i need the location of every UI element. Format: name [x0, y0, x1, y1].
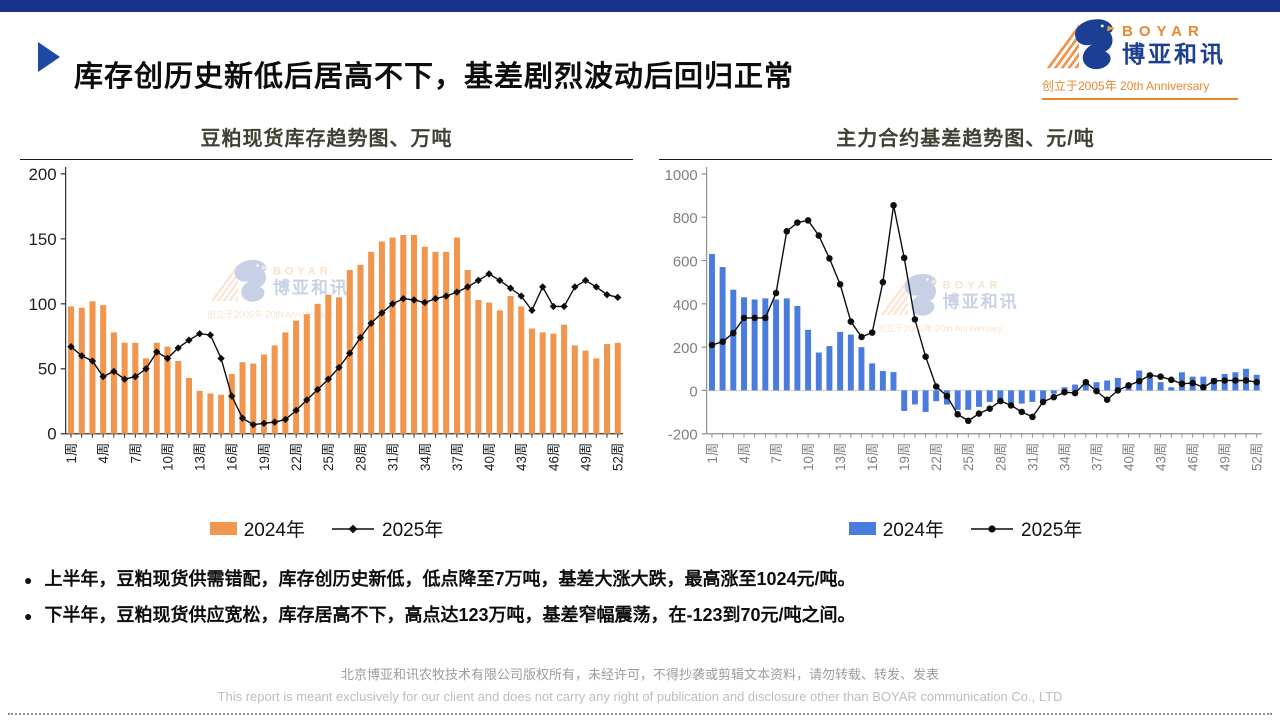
svg-text:43周: 43周: [514, 443, 529, 471]
svg-text:40周: 40周: [1122, 443, 1137, 471]
svg-text:49周: 49周: [579, 443, 594, 471]
title-arrow-icon: [38, 42, 60, 72]
svg-text:31周: 31周: [1025, 443, 1040, 471]
legend-label-2024: 2024年: [882, 520, 944, 542]
legend-label-2024: 2024年: [243, 520, 305, 542]
svg-text:1周: 1周: [705, 443, 720, 464]
basis-chart-title: 主力合约基差趋势图、元/吨: [836, 128, 1095, 150]
logo-brand-en: BOYAR: [1122, 22, 1205, 40]
svg-text:7周: 7周: [769, 443, 784, 464]
basis-chart: 1000 800 600 400 200 0 -200 1周 4周 7周 10周 13周 16周 19周 2…: [665, 166, 1265, 471]
inventory-chart-title: 豆粕现货库存趋势图、万吨: [200, 128, 453, 150]
svg-text:31周: 31周: [386, 443, 401, 471]
bullet-dot-icon: ●: [24, 608, 33, 624]
page-title: 库存创历史新低后居高不下，基差剧烈波动后回归正常: [74, 61, 795, 94]
svg-text:22周: 22周: [929, 443, 944, 471]
svg-text:46周: 46周: [1186, 443, 1201, 471]
logo-underline: [1042, 98, 1238, 100]
svg-text:16周: 16周: [865, 443, 880, 471]
footer: 北京博亚和讯农牧技术有限公司版权所有，未经许可，不得抄袭或剪辑文本资料，请勿转载…: [0, 664, 1280, 704]
charts-row: 豆粕现货库存趋势图、万吨 200 150 100 50 0 1周 4周 7周 10周 13周 16周…: [20, 118, 1272, 542]
svg-text:43周: 43周: [1154, 443, 1169, 471]
svg-text:28周: 28周: [353, 443, 368, 471]
logo-tagline: 创立于2005年 20th Anniversary: [1042, 79, 1210, 93]
footer-dotted-rule: [8, 713, 1272, 715]
svg-text:0: 0: [689, 384, 697, 400]
svg-text:25周: 25周: [961, 443, 976, 471]
summary-bullets: ● 上半年，豆粕现货供需错配，库存创历史新低，低点降至7万吨，基差大涨大跌，最高涨…: [22, 566, 1264, 638]
svg-text:13周: 13周: [193, 443, 208, 471]
svg-text:19周: 19周: [897, 443, 912, 471]
legend-label-2025: 2025年: [1021, 520, 1083, 542]
svg-text:37周: 37周: [450, 443, 465, 471]
title-rule: [20, 159, 633, 160]
svg-text:4周: 4周: [96, 443, 111, 464]
svg-text:100: 100: [29, 295, 57, 314]
svg-text:34周: 34周: [418, 443, 433, 471]
svg-text:16周: 16周: [225, 443, 240, 471]
svg-text:4周: 4周: [737, 443, 752, 464]
svg-text:600: 600: [673, 254, 698, 270]
inventory-chart: 200 150 100 50 0 1周 4周 7周 10周 13周 16周 19周 22周 25周 28周 3…: [29, 165, 626, 471]
svg-text:22周: 22周: [289, 443, 304, 471]
legend-bar-swatch: [848, 522, 876, 536]
legend-line-sample: [971, 525, 1013, 533]
legend-line-sample: [332, 524, 374, 534]
svg-text:25周: 25周: [321, 443, 336, 471]
svg-text:49周: 49周: [1218, 443, 1233, 471]
svg-text:-200: -200: [668, 428, 698, 444]
legend-bar-swatch: [209, 522, 237, 536]
boyar-bird-icon: [1042, 16, 1116, 74]
top-accent-bar: [0, 0, 1280, 12]
svg-text:7周: 7周: [128, 443, 143, 464]
company-logo: BOYAR 博亚和讯 创立于2005年 20th Anniversary: [1042, 16, 1238, 100]
bullet-dot-icon: ●: [24, 572, 33, 588]
svg-text:52周: 52周: [611, 443, 626, 471]
svg-text:13周: 13周: [833, 443, 848, 471]
svg-text:200: 200: [29, 165, 57, 184]
logo-brand-cn: 博亚和讯: [1122, 40, 1226, 67]
svg-text:19周: 19周: [257, 443, 272, 471]
bullet-second-half: ● 下半年，豆粕现货供应宽松，库存居高不下，高点达123万吨，基差窄幅震荡，在-1…: [22, 602, 1264, 629]
svg-text:52周: 52周: [1250, 443, 1265, 471]
svg-text:40周: 40周: [482, 443, 497, 471]
svg-text:28周: 28周: [993, 443, 1008, 471]
svg-text:34周: 34周: [1057, 443, 1072, 471]
svg-text:46周: 46周: [546, 443, 561, 471]
svg-text:10周: 10周: [801, 443, 816, 471]
inventory-chart-panel: 豆粕现货库存趋势图、万吨 200 150 100 50 0 1周 4周 7周 10周 13周 16周…: [20, 118, 633, 542]
bullet-first-half: ● 上半年，豆粕现货供需错配，库存创历史新低，低点降至7万吨，基差大涨大跌，最高涨…: [22, 566, 1264, 593]
basis-chart-legend: 2024年 2025年: [659, 515, 1272, 542]
copyright-en: This report is meant exclusively for our…: [217, 689, 1063, 704]
svg-text:1周: 1周: [64, 443, 79, 464]
svg-text:800: 800: [673, 211, 698, 227]
svg-text:200: 200: [673, 341, 698, 357]
svg-text:400: 400: [673, 298, 698, 314]
inventory-chart-legend: 2024年 2025年: [20, 515, 633, 542]
basis-chart-panel: 主力合约基差趋势图、元/吨 1000 800 600 400 200 0 -200 1周 4周 7…: [659, 118, 1272, 542]
title-rule: [659, 159, 1272, 160]
svg-text:37周: 37周: [1089, 443, 1104, 471]
svg-text:50: 50: [38, 360, 57, 379]
legend-label-2025: 2025年: [382, 520, 444, 542]
svg-text:1000: 1000: [665, 168, 698, 184]
svg-text:150: 150: [29, 230, 57, 249]
svg-text:0: 0: [47, 425, 56, 444]
svg-text:10周: 10周: [160, 443, 175, 471]
copyright-cn: 北京博亚和讯农牧技术有限公司版权所有，未经许可，不得抄袭或剪辑文本资料，请勿转载…: [340, 667, 939, 682]
